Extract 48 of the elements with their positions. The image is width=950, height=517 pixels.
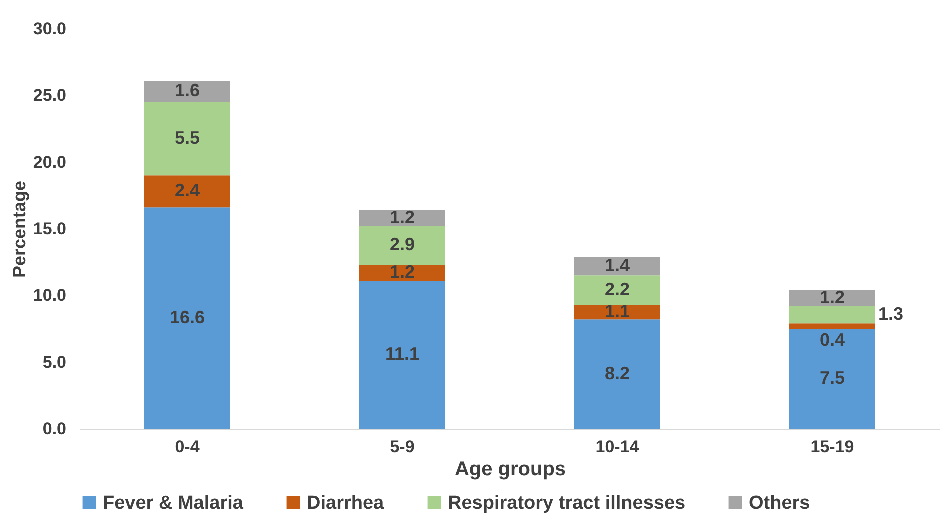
bar bbox=[790, 324, 876, 329]
legend-label: Diarrhea bbox=[307, 492, 385, 514]
x-axis-title: Age groups bbox=[454, 458, 566, 480]
y-tick-label: 25.0 bbox=[33, 86, 66, 106]
data-label: 1.2 bbox=[390, 207, 416, 228]
data-label: 8.2 bbox=[604, 363, 630, 384]
y-tick-label: 10.0 bbox=[33, 286, 66, 306]
data-label: 2.2 bbox=[604, 279, 630, 300]
y-tick-label: 0.0 bbox=[42, 420, 66, 438]
data-label: 2.4 bbox=[174, 180, 200, 201]
bar bbox=[574, 257, 660, 276]
bar bbox=[144, 81, 230, 102]
y-axis-title: Percentage bbox=[9, 180, 30, 278]
legend-label: Respiratory tract illnesses bbox=[448, 492, 686, 514]
bar bbox=[360, 210, 446, 226]
bar bbox=[144, 176, 230, 208]
bar bbox=[790, 290, 876, 306]
y-tick-label: 20.0 bbox=[33, 152, 66, 172]
data-label: 1.4 bbox=[604, 255, 630, 276]
x-tick-label: 5-9 bbox=[390, 438, 415, 456]
bar bbox=[574, 276, 660, 305]
y-tick-label: 5.0 bbox=[42, 352, 66, 372]
data-label: 1.1 bbox=[604, 301, 630, 322]
data-label: 0.4 bbox=[820, 330, 846, 350]
data-label: 1.3 bbox=[878, 304, 904, 324]
data-label: 5.5 bbox=[174, 128, 200, 148]
legend-label: Fever & Malaria bbox=[103, 492, 244, 514]
bar bbox=[144, 102, 230, 176]
legend-label: Others bbox=[749, 492, 810, 514]
y-tick-label: 30.0 bbox=[33, 20, 66, 38]
bar bbox=[360, 281, 446, 429]
y-tick-label: 15.0 bbox=[33, 220, 66, 238]
x-tick-label: 15-19 bbox=[810, 438, 854, 456]
bar bbox=[144, 208, 230, 429]
data-label: 1.6 bbox=[174, 80, 200, 101]
bar bbox=[360, 265, 446, 281]
bar bbox=[360, 226, 446, 265]
bar bbox=[574, 320, 660, 429]
data-label: 11.1 bbox=[385, 344, 420, 364]
data-label: 1.2 bbox=[390, 262, 416, 282]
data-label: 16.6 bbox=[170, 307, 206, 328]
x-tick-label: 10-14 bbox=[596, 438, 640, 456]
bar bbox=[790, 329, 876, 429]
data-label: 7.5 bbox=[820, 368, 846, 388]
data-label: 1.2 bbox=[820, 287, 846, 308]
x-tick-label: 0-4 bbox=[175, 438, 200, 456]
data-label: 2.9 bbox=[390, 234, 416, 255]
bar bbox=[790, 306, 876, 324]
